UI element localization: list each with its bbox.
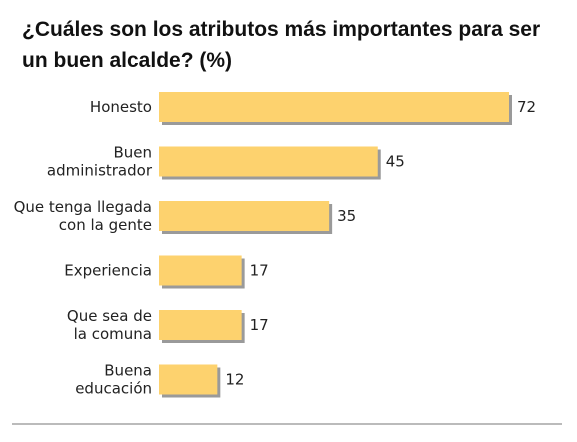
category-label-line: Honesto — [90, 98, 152, 116]
value-label: 12 — [225, 371, 244, 389]
bar — [159, 310, 242, 340]
category-label: Honesto — [90, 98, 152, 116]
bar — [159, 146, 378, 177]
category-label-line: Buen — [113, 144, 152, 162]
category-label: Buen administrador — [47, 144, 153, 180]
value-label: 17 — [250, 316, 269, 334]
category-label-line: la comuna — [74, 325, 152, 343]
category-label-line: Buena — [104, 362, 152, 380]
category-label: Que sea de la comuna — [67, 307, 152, 343]
category-label: Buena educación — [75, 362, 152, 398]
category-label-line: con la gente — [59, 216, 152, 234]
category-label: Experiencia — [64, 262, 152, 280]
category-label-line: educación — [75, 380, 152, 398]
category-label-line: administrador — [47, 162, 153, 180]
value-label: 35 — [337, 207, 356, 225]
bar — [159, 255, 242, 286]
category-label: Que tenga llegada con la gente — [14, 198, 152, 234]
bar — [159, 201, 330, 231]
category-label-line: Que sea de — [67, 307, 152, 325]
bar — [159, 92, 509, 122]
category-label-line: Experiencia — [64, 262, 152, 280]
value-label: 45 — [386, 153, 405, 171]
value-label: 72 — [517, 98, 536, 116]
chart-title: ¿Cuáles son los atributos más importante… — [22, 18, 541, 72]
bars-group: 72 Honesto 45 Buen administrador 35 Que tenga … — [14, 92, 536, 398]
value-label: 17 — [250, 262, 269, 280]
category-label-line: Que tenga llegada — [14, 198, 152, 216]
bar — [159, 364, 218, 395]
